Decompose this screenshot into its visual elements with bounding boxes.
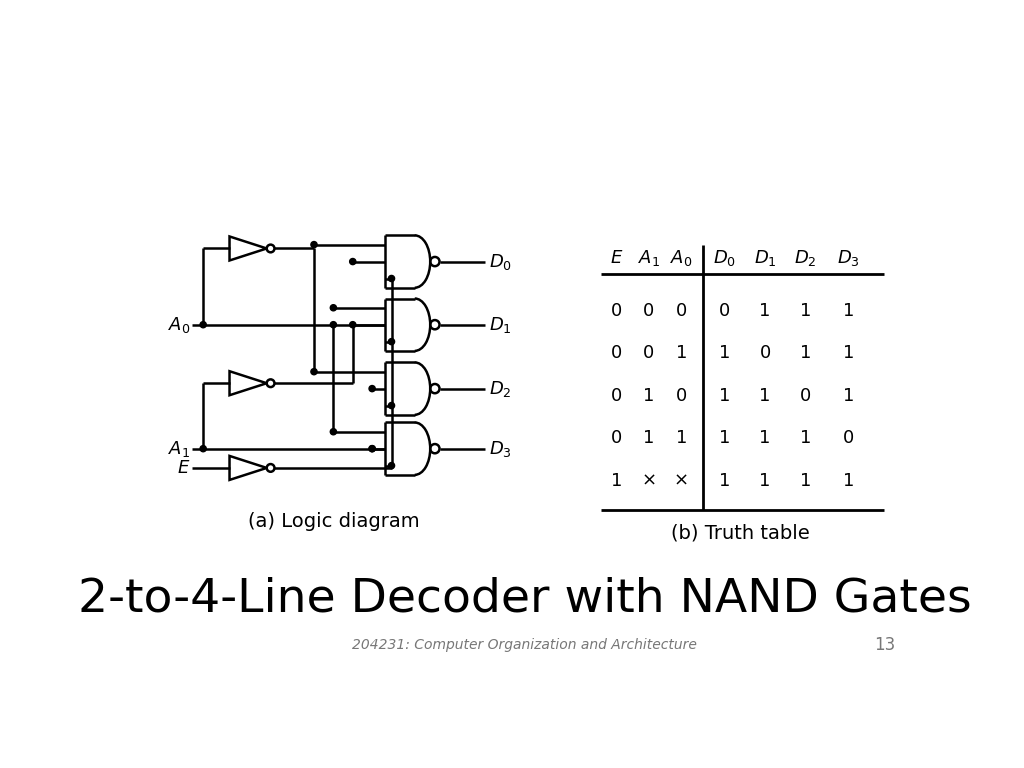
Text: 1: 1 [676, 429, 687, 448]
Text: (b) Truth table: (b) Truth table [671, 524, 810, 543]
Text: 1: 1 [643, 429, 654, 448]
Text: 1: 1 [676, 344, 687, 362]
Text: 1: 1 [800, 472, 811, 490]
Circle shape [349, 259, 356, 265]
Text: $D_2$: $D_2$ [489, 379, 512, 399]
Text: $D_0$: $D_0$ [489, 252, 512, 272]
Text: 1: 1 [643, 387, 654, 405]
Text: 0: 0 [610, 344, 622, 362]
Text: 204231: Computer Organization and Architecture: 204231: Computer Organization and Archit… [352, 638, 697, 652]
Text: $E$: $E$ [177, 459, 190, 477]
Text: 1: 1 [843, 387, 854, 405]
Text: $D_3$: $D_3$ [489, 439, 512, 458]
Circle shape [388, 462, 394, 468]
Text: 0: 0 [676, 387, 687, 405]
Text: $A_1$: $A_1$ [168, 439, 190, 458]
Text: (a) Logic diagram: (a) Logic diagram [248, 512, 419, 531]
Text: $D_0$: $D_0$ [714, 249, 736, 269]
Text: 1: 1 [843, 302, 854, 319]
Text: 1: 1 [610, 472, 622, 490]
Circle shape [369, 445, 375, 452]
Circle shape [200, 322, 206, 328]
Text: $D_2$: $D_2$ [794, 249, 817, 269]
Text: ×: × [674, 472, 689, 490]
Text: $D_3$: $D_3$ [838, 249, 860, 269]
Text: 1: 1 [760, 387, 771, 405]
Circle shape [388, 402, 394, 409]
Text: 0: 0 [643, 344, 654, 362]
Text: 1: 1 [843, 344, 854, 362]
Text: $A_0$: $A_0$ [670, 249, 692, 269]
Text: 1: 1 [760, 302, 771, 319]
Text: 1: 1 [800, 302, 811, 319]
Circle shape [331, 322, 337, 328]
Text: 0: 0 [800, 387, 811, 405]
Text: 1: 1 [800, 429, 811, 448]
Circle shape [311, 242, 317, 248]
Circle shape [331, 429, 337, 435]
Text: 0: 0 [610, 302, 622, 319]
Circle shape [369, 386, 375, 392]
Text: $E$: $E$ [609, 250, 623, 267]
Text: 0: 0 [719, 302, 730, 319]
Text: 1: 1 [760, 472, 771, 490]
Text: 0: 0 [610, 429, 622, 448]
Text: 13: 13 [874, 636, 895, 654]
Text: 1: 1 [719, 344, 730, 362]
Text: ×: × [641, 472, 656, 490]
Circle shape [331, 305, 337, 311]
Circle shape [369, 445, 375, 452]
Text: 0: 0 [676, 302, 687, 319]
Text: 1: 1 [719, 387, 730, 405]
Text: 0: 0 [843, 429, 854, 448]
Circle shape [349, 322, 356, 328]
Circle shape [311, 369, 317, 375]
Text: $A_0$: $A_0$ [168, 315, 190, 335]
Text: 1: 1 [760, 429, 771, 448]
Circle shape [388, 276, 394, 282]
Text: $A_1$: $A_1$ [638, 249, 659, 269]
Text: $D_1$: $D_1$ [489, 315, 512, 335]
Text: $D_1$: $D_1$ [754, 249, 776, 269]
Text: 0: 0 [643, 302, 654, 319]
Text: 1: 1 [719, 429, 730, 448]
Text: 0: 0 [760, 344, 771, 362]
Circle shape [200, 445, 206, 452]
Text: 1: 1 [843, 472, 854, 490]
Text: 1: 1 [800, 344, 811, 362]
Text: 0: 0 [610, 387, 622, 405]
Circle shape [388, 339, 394, 345]
Text: 1: 1 [719, 472, 730, 490]
Text: 2-to-4-Line Decoder with NAND Gates: 2-to-4-Line Decoder with NAND Gates [78, 576, 972, 621]
